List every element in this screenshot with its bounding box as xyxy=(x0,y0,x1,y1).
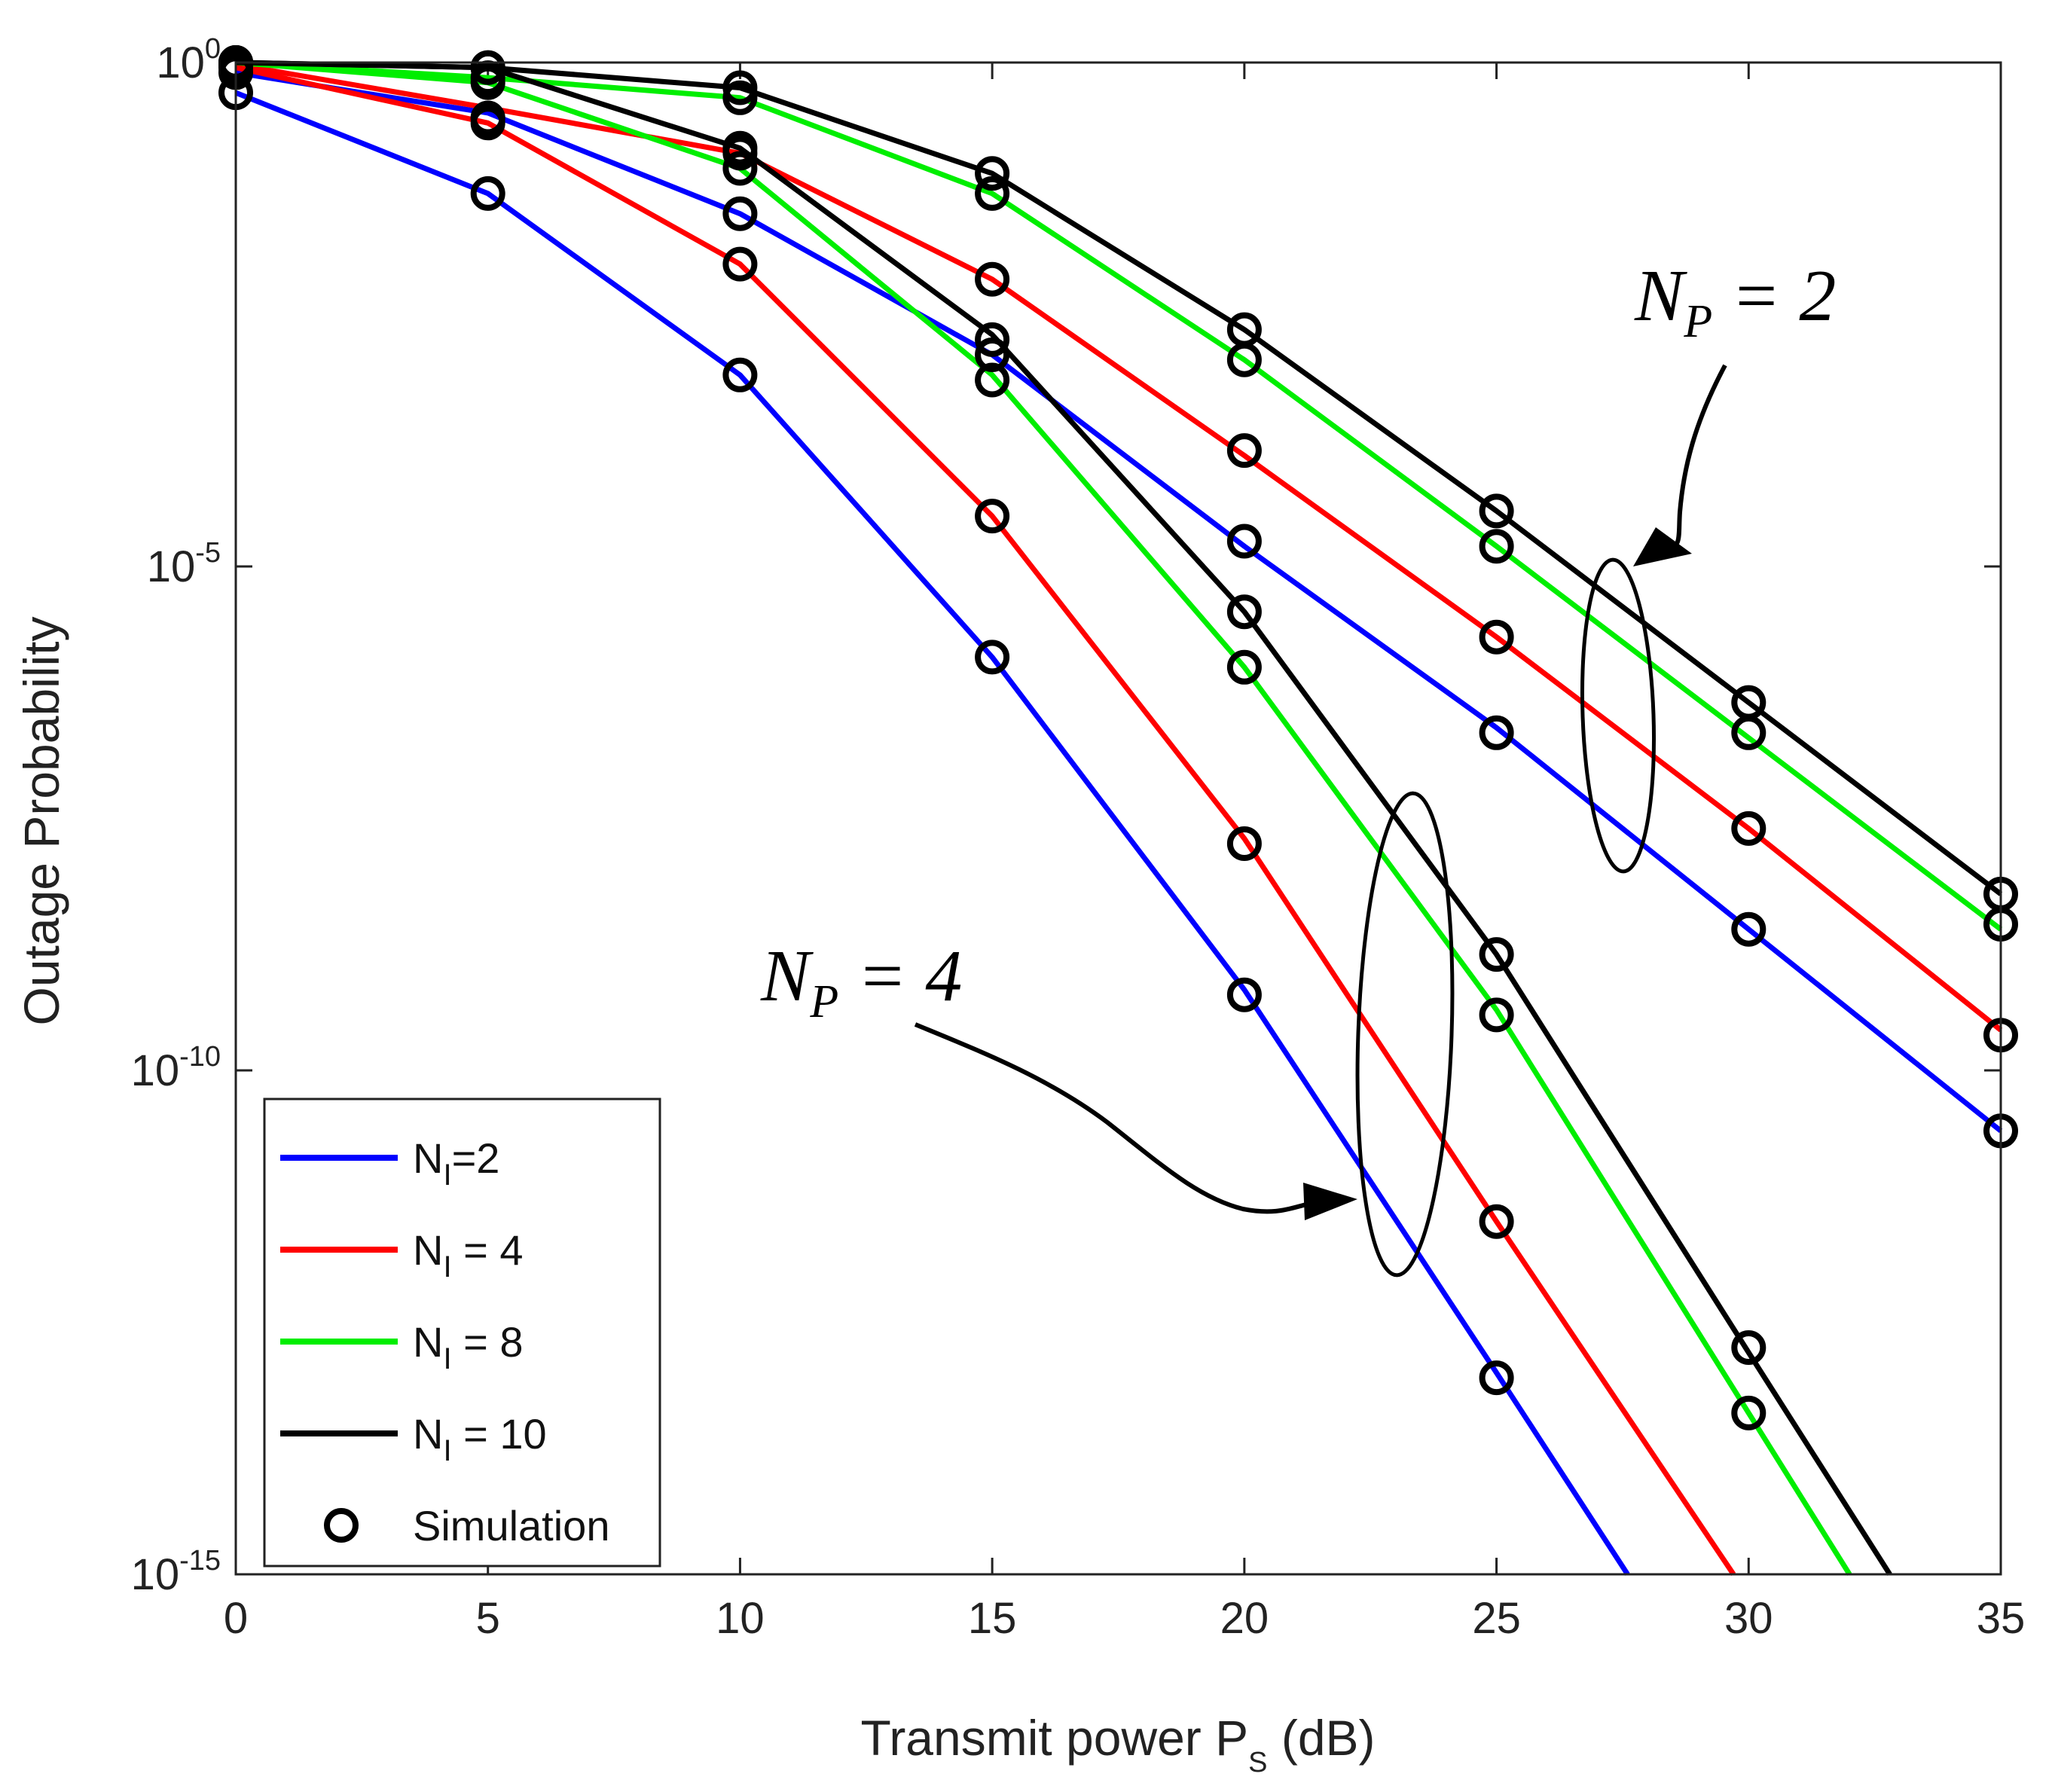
sim-marker-6-1 xyxy=(470,65,505,100)
legend-label-ni10: NI = 10 xyxy=(413,1410,547,1467)
series-line-4 xyxy=(234,90,1630,1576)
sim-marker-5-2 xyxy=(722,246,758,282)
series-line-7 xyxy=(235,60,1892,1576)
x-tick-label-35: 35 xyxy=(1977,1594,2026,1643)
sim-marker-7-1 xyxy=(470,50,505,85)
sim-marker-7-3 xyxy=(975,322,1010,357)
annotation-np4-label: NP = 4 xyxy=(760,936,962,1027)
sim-marker-6-2 xyxy=(722,151,758,186)
x-tick-label-25: 25 xyxy=(1472,1594,1521,1643)
annotation-np2-ellipse xyxy=(1580,557,1657,874)
sim-marker-0-4 xyxy=(1226,524,1262,559)
sim-marker-6-6 xyxy=(1731,1395,1766,1430)
x-tick-label-0: 0 xyxy=(224,1594,248,1643)
annotation-np4: NP = 4 xyxy=(760,791,1455,1278)
legend-entry-ni8: NI = 8 xyxy=(280,1318,524,1375)
y-tick-label-0: 100 xyxy=(156,33,221,87)
sim-marker-2-3 xyxy=(975,176,1010,211)
sim-marker-1-5 xyxy=(1479,619,1514,655)
series-lines xyxy=(234,60,2003,1576)
annotation-np2-arrow xyxy=(1669,364,1727,551)
sim-marker-7-5 xyxy=(1479,937,1514,972)
sim-marker-6-5 xyxy=(1479,997,1514,1033)
series-line-3 xyxy=(235,60,2003,896)
sim-marker-5-4 xyxy=(1226,826,1262,861)
x-tick-label-5: 5 xyxy=(476,1594,500,1643)
x-tick-label-10: 10 xyxy=(716,1594,765,1643)
sim-marker-7-4 xyxy=(1226,594,1262,630)
annotation-np2: NP = 2 xyxy=(1580,255,1836,874)
legend-entry-simulation: Simulation xyxy=(324,1502,609,1549)
y-tick-label--10: 10-10 xyxy=(131,1041,221,1095)
sim-marker-7-2 xyxy=(722,130,758,166)
sim-marker-4-2 xyxy=(722,357,758,392)
legend-marker-simulation xyxy=(324,1508,359,1543)
x-tick-label-30: 30 xyxy=(1724,1594,1773,1643)
series-line-1 xyxy=(235,62,2003,1033)
sim-marker-4-4 xyxy=(1226,977,1262,1012)
sim-marker-4-3 xyxy=(975,640,1010,675)
sim-marker-5-1 xyxy=(470,105,505,141)
sim-marker-1-6 xyxy=(1731,811,1766,846)
sim-marker-0-3 xyxy=(975,337,1010,372)
y-tick-label--5: 10-5 xyxy=(147,537,221,591)
sim-marker-0-2 xyxy=(722,196,758,231)
legend-label-ni4: NI = 4 xyxy=(413,1226,524,1284)
plot-area-frame xyxy=(234,61,2002,1576)
sim-marker-0-5 xyxy=(1479,715,1514,750)
sim-marker-2-2 xyxy=(722,80,758,115)
legend-label-ni8: NI = 8 xyxy=(413,1318,524,1375)
x-axis-label: Transmit power PS (dB) xyxy=(860,1710,1375,1778)
sim-marker-5-3 xyxy=(975,499,1010,534)
sim-marker-1-3 xyxy=(975,261,1010,297)
tick-labels: 0 5 10 15 20 25 30 35 100 10-5 10-10 10-15 xyxy=(131,33,2026,1643)
sim-marker-5-5 xyxy=(1479,1204,1514,1239)
legend-entry-ni2: NI=2 xyxy=(280,1134,499,1192)
sim-marker-3-3 xyxy=(975,156,1010,191)
sim-marker-4-1 xyxy=(470,176,505,211)
x-tick-label-15: 15 xyxy=(968,1594,1017,1643)
series-line-6 xyxy=(235,60,1852,1576)
legend-label-simulation: Simulation xyxy=(413,1502,609,1549)
annotation-np2-label: NP = 2 xyxy=(1634,255,1836,347)
sim-marker-0-6 xyxy=(1731,911,1766,947)
series-line-5 xyxy=(235,65,1736,1576)
sim-marker-6-3 xyxy=(975,362,1010,398)
legend-entry-ni10: NI = 10 xyxy=(280,1410,547,1467)
legend-entry-ni4: NI = 4 xyxy=(280,1226,524,1284)
sim-marker-4-5 xyxy=(1479,1360,1514,1396)
legend-box xyxy=(263,1097,661,1568)
annotation-np4-arrow xyxy=(914,1022,1315,1214)
annotation-np4-ellipse xyxy=(1355,791,1455,1278)
series-line-0 xyxy=(235,69,2003,1134)
annotation-np4-arrowhead xyxy=(1303,1183,1357,1220)
sim-marker-3-4 xyxy=(1226,312,1262,347)
sim-marker-3-5 xyxy=(1479,493,1514,529)
legend: NI=2 NI = 4 NI = 8 NI = 10 Simulation xyxy=(263,1097,661,1568)
annotation-np2-arrowhead xyxy=(1633,527,1692,566)
legend-label-ni2: NI=2 xyxy=(413,1134,499,1192)
sim-marker-7-6 xyxy=(1731,1330,1766,1365)
x-tick-label-20: 20 xyxy=(1220,1594,1269,1643)
sim-marker-3-2 xyxy=(722,70,758,105)
sim-marker-1-4 xyxy=(1226,433,1262,469)
y-tick-label--15: 10-15 xyxy=(131,1545,221,1599)
sim-marker-3-6 xyxy=(1731,685,1766,720)
y-axis-label: Outage Probability xyxy=(14,617,69,1026)
sim-marker-2-5 xyxy=(1479,529,1514,564)
sim-marker-6-4 xyxy=(1226,649,1262,685)
